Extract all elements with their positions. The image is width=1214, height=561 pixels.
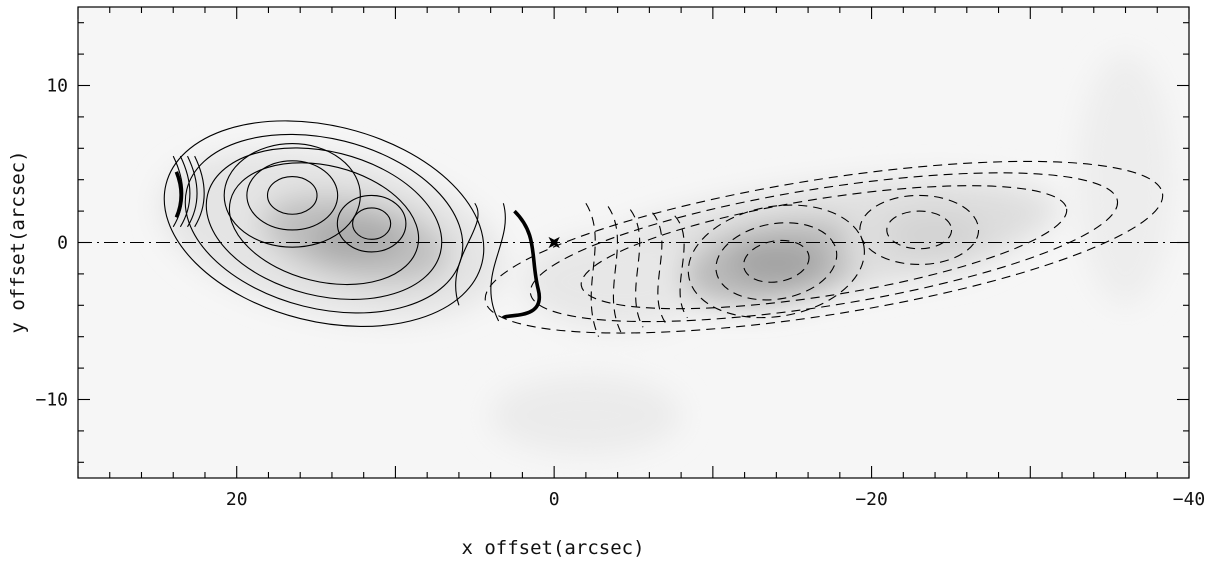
x-tick-label: 20: [226, 489, 248, 510]
y-tick-label: 10: [46, 76, 68, 97]
y-axis-label: y offset(arcsec): [7, 150, 29, 333]
negative-contour: [484, 160, 1164, 334]
gray-envelope: [522, 234, 713, 329]
negative-contour: [607, 206, 622, 333]
negative-contour: [715, 222, 838, 301]
positive-contour: [205, 147, 443, 300]
tick-labels: 20 0 −20 −40 10 0 −10: [35, 76, 1205, 511]
positive-contour: [163, 120, 485, 327]
x-tick-label: −20: [855, 489, 888, 510]
gray-peak-core: [887, 214, 983, 256]
positive-contour: [187, 155, 198, 228]
positive-contour: [266, 176, 318, 215]
negative-contour: [886, 210, 953, 250]
x-axis-label: x offset(arcsec): [461, 537, 644, 559]
positive-contour: [455, 202, 479, 306]
gray-envelope: [490, 375, 682, 455]
negative-contour: [629, 209, 644, 328]
negative-contour: [743, 239, 810, 283]
negative-contour: [529, 172, 1119, 323]
contour-layer: [163, 120, 1164, 337]
positive-contour: [246, 160, 339, 231]
negative-contour: [580, 185, 1068, 310]
x-tick-label: −40: [1173, 489, 1206, 510]
positive-contour: [336, 194, 407, 253]
positive-contour: [223, 143, 361, 248]
gray-peak-core: [728, 242, 824, 284]
y-tick-label: 0: [57, 233, 68, 254]
y-tick-label: −10: [35, 390, 68, 411]
plot-area: [78, 7, 1189, 478]
positive-contour: [228, 162, 420, 286]
negative-contour: [687, 204, 865, 319]
gray-peak-core: [308, 218, 404, 260]
positive-contour: [352, 207, 392, 240]
gray-envelope: [1077, 54, 1174, 306]
negative-contour: [585, 202, 600, 337]
marker-layer: [548, 236, 560, 249]
x-tick-label: 0: [549, 489, 560, 510]
zero-contour: [501, 209, 542, 320]
positive-contour: [179, 155, 191, 228]
zero-contour: [174, 171, 183, 219]
positive-contour: [490, 203, 506, 322]
positive-contour: [194, 155, 205, 228]
negative-contour: [859, 194, 980, 266]
axis-ticks: [77, 7, 1190, 478]
negative-contour: [674, 215, 688, 319]
star-marker: [548, 236, 560, 249]
